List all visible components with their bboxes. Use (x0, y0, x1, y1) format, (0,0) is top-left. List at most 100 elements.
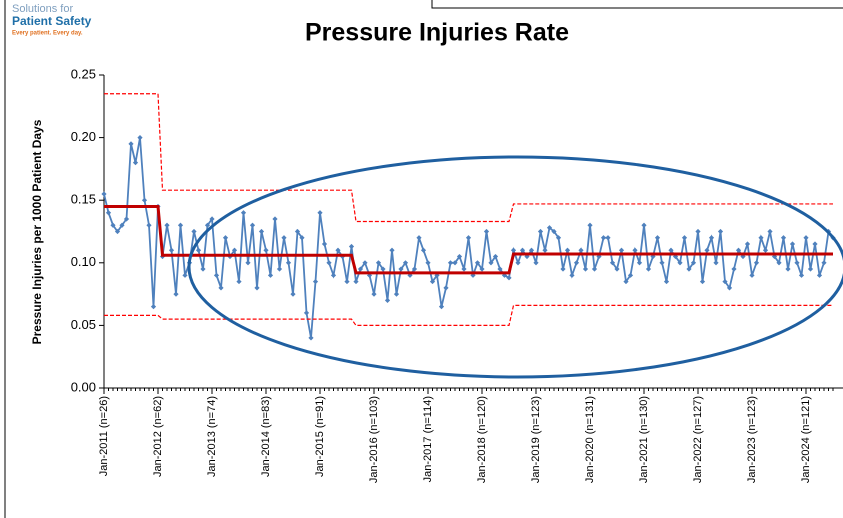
data-point (609, 260, 616, 266)
data-point (384, 297, 391, 303)
data-point (272, 216, 278, 222)
x-tick-label: Jan-2012 (n=62) (152, 396, 164, 477)
data-point (722, 278, 728, 285)
data-point (533, 260, 539, 266)
data-point (510, 247, 517, 253)
data-point (344, 278, 350, 285)
x-tick-label: Jan-2014 (n=83) (260, 396, 272, 477)
data-point (695, 228, 701, 235)
frame-top-box (431, 0, 843, 9)
data-point (420, 247, 427, 253)
data-point (281, 235, 287, 241)
data-point (204, 222, 211, 228)
data-point (627, 272, 634, 278)
data-point (807, 266, 814, 272)
data-point (663, 278, 670, 285)
data-point (744, 241, 751, 247)
data-point (128, 141, 134, 147)
data-point (393, 291, 400, 297)
data-point (767, 228, 773, 235)
data-point (290, 291, 296, 297)
data-point (276, 266, 283, 272)
data-point (398, 266, 404, 272)
data-point (425, 260, 431, 266)
data-point (614, 266, 620, 272)
y-axis-label: Pressure Injuries per 1000 Patient Days (30, 119, 44, 344)
data-point (812, 241, 818, 247)
data-point (677, 260, 683, 266)
data-point (443, 285, 449, 291)
x-tick-label: Jan-2024 (n=121) (800, 396, 812, 483)
x-tick-label: Jan-2013 (n=74) (206, 396, 218, 477)
data-point (461, 266, 467, 272)
data-point (137, 135, 143, 141)
data-point (749, 272, 755, 278)
y-tick-label: 0.05 (71, 317, 96, 332)
data-point (294, 228, 301, 235)
data-point (573, 260, 580, 266)
data-point (182, 272, 188, 278)
x-tick-label: Jan-2015 (n=91) (314, 396, 326, 477)
data-point (708, 235, 715, 241)
data-point (209, 216, 215, 222)
data-point (245, 260, 251, 266)
data-point (348, 243, 355, 250)
y-tick-label: 0.25 (71, 66, 96, 81)
data-point (173, 291, 179, 297)
data-point (753, 260, 760, 266)
x-tick-label: Jan-2023 (n=123) (746, 396, 758, 483)
data-point (645, 266, 652, 272)
data-point (231, 247, 238, 253)
data-point (821, 260, 827, 266)
data-point (537, 228, 544, 235)
data-point (618, 247, 625, 253)
data-point (200, 266, 206, 272)
logo-line1: Solutions for (12, 3, 73, 15)
data-point (564, 247, 571, 253)
data-point (515, 260, 521, 266)
data-point (380, 266, 386, 272)
control-line (104, 204, 833, 275)
data-point (168, 247, 175, 253)
data-point (371, 291, 377, 297)
data-point (177, 222, 184, 228)
data-point (213, 272, 220, 278)
data-point (119, 222, 125, 228)
data-point (686, 266, 692, 272)
data-point (146, 222, 152, 228)
x-tick-label: Jan-2020 (n=131) (584, 396, 596, 483)
x-tick-label: Jan-2022 (n=127) (692, 396, 704, 483)
data-point (114, 228, 121, 235)
data-point (560, 266, 566, 272)
control-line (104, 93, 833, 223)
x-tick-label: Jan-2021 (n=130) (638, 396, 650, 483)
data-point (321, 241, 328, 247)
data-point (308, 335, 314, 341)
data-point (794, 260, 800, 266)
data-point (218, 285, 224, 291)
data-point (654, 235, 661, 241)
data-point (105, 210, 112, 216)
data-point (452, 260, 458, 266)
data-point (546, 225, 553, 231)
data-point (429, 278, 436, 285)
data-point (465, 235, 472, 241)
data-point (240, 210, 247, 216)
data-point (312, 278, 319, 285)
data-point (492, 253, 499, 260)
data-point (587, 222, 593, 228)
y-tick-label: 0.00 (71, 379, 96, 394)
logo-line2: Patient Safety (12, 14, 92, 28)
data-point (569, 272, 575, 278)
data-point (735, 247, 742, 253)
x-tick-label: Jan-2016 (n=103) (368, 396, 380, 483)
data-point (717, 228, 724, 235)
data-point (776, 260, 782, 266)
data-point (474, 260, 481, 266)
data-point (317, 210, 323, 216)
data-point (542, 247, 548, 253)
data-point (267, 272, 274, 278)
data-point (254, 285, 260, 291)
